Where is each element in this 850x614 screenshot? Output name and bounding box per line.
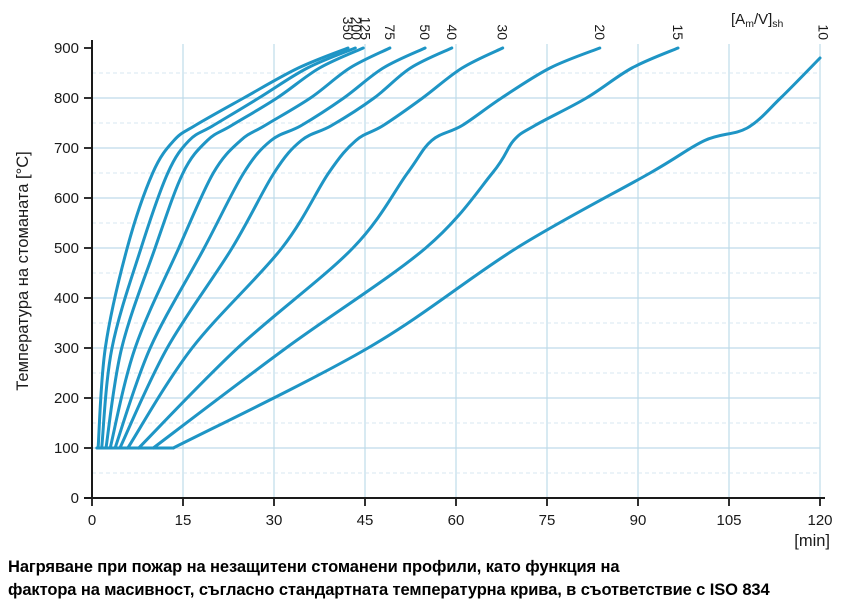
- x-tick-label: 60: [448, 512, 465, 529]
- y-tick-label: 100: [54, 440, 79, 457]
- y-tick-label: 600: [54, 190, 79, 207]
- x-tick-label: 15: [175, 512, 192, 529]
- curve-15: [151, 46, 680, 450]
- x-axis-unit: [min]: [794, 532, 830, 550]
- x-tick-label: 75: [539, 512, 556, 529]
- y-tick-label: 900: [54, 40, 79, 57]
- curve-125: [104, 46, 365, 450]
- y-tick-label: 800: [54, 90, 79, 107]
- curve-label-30: 30: [495, 24, 511, 40]
- curve-label-350: 350: [340, 17, 356, 41]
- gridlines: [92, 44, 821, 498]
- y-tick-label: 0: [71, 490, 79, 507]
- figure-caption: Нагряване при пожар на незащитени стоман…: [8, 556, 846, 603]
- curve-350: [96, 46, 350, 450]
- chart-canvas: 0 100 200 300 400 500 600 700 800 900 0 15 30 45 60 75 9…: [14, 11, 833, 550]
- y-tick-label: 700: [54, 140, 79, 157]
- caption-line-2: фактора на масивност, съгласно стандартн…: [8, 581, 770, 600]
- curve-label-15: 15: [670, 24, 686, 40]
- curve-50: [113, 46, 427, 450]
- x-tick-label: 30: [266, 512, 283, 529]
- curve-label-200: 200: [349, 17, 365, 41]
- curve-10: [171, 56, 822, 450]
- curve-200: [100, 46, 357, 450]
- curves: [95, 46, 822, 450]
- x-tick-label: 90: [630, 512, 647, 529]
- section-factor-unit-label: [Am/V]sh: [731, 11, 784, 30]
- y-tick-label: 500: [54, 240, 79, 257]
- y-tick-label: 300: [54, 340, 79, 357]
- curve-75: [108, 46, 392, 450]
- curve-label-125: 125: [358, 17, 374, 41]
- curve-30: [126, 46, 505, 450]
- tick-labels: 0 100 200 300 400 500 600 700 800 900 0 15 30 45 60 75 9…: [54, 40, 833, 529]
- caption-line-1: Нагряване при пожар на незащитени стоман…: [8, 558, 620, 576]
- curve-label-40: 40: [444, 24, 460, 40]
- curve-label-75: 75: [382, 24, 398, 40]
- curve-label-50: 50: [417, 24, 433, 40]
- curve-label-10: 10: [816, 24, 832, 40]
- x-tick-label: 105: [716, 512, 741, 529]
- x-tick-label: 45: [357, 512, 374, 529]
- curve-label-20: 20: [592, 24, 608, 40]
- curve-20: [137, 46, 602, 450]
- y-tick-label: 400: [54, 290, 79, 307]
- x-tick-label: 120: [807, 512, 832, 529]
- x-tick-label: 0: [88, 512, 96, 529]
- y-axis-title: Температура на стоманата [°C]: [14, 151, 32, 390]
- y-tick-label: 200: [54, 390, 79, 407]
- axes: [84, 40, 825, 506]
- curve-40: [118, 46, 454, 450]
